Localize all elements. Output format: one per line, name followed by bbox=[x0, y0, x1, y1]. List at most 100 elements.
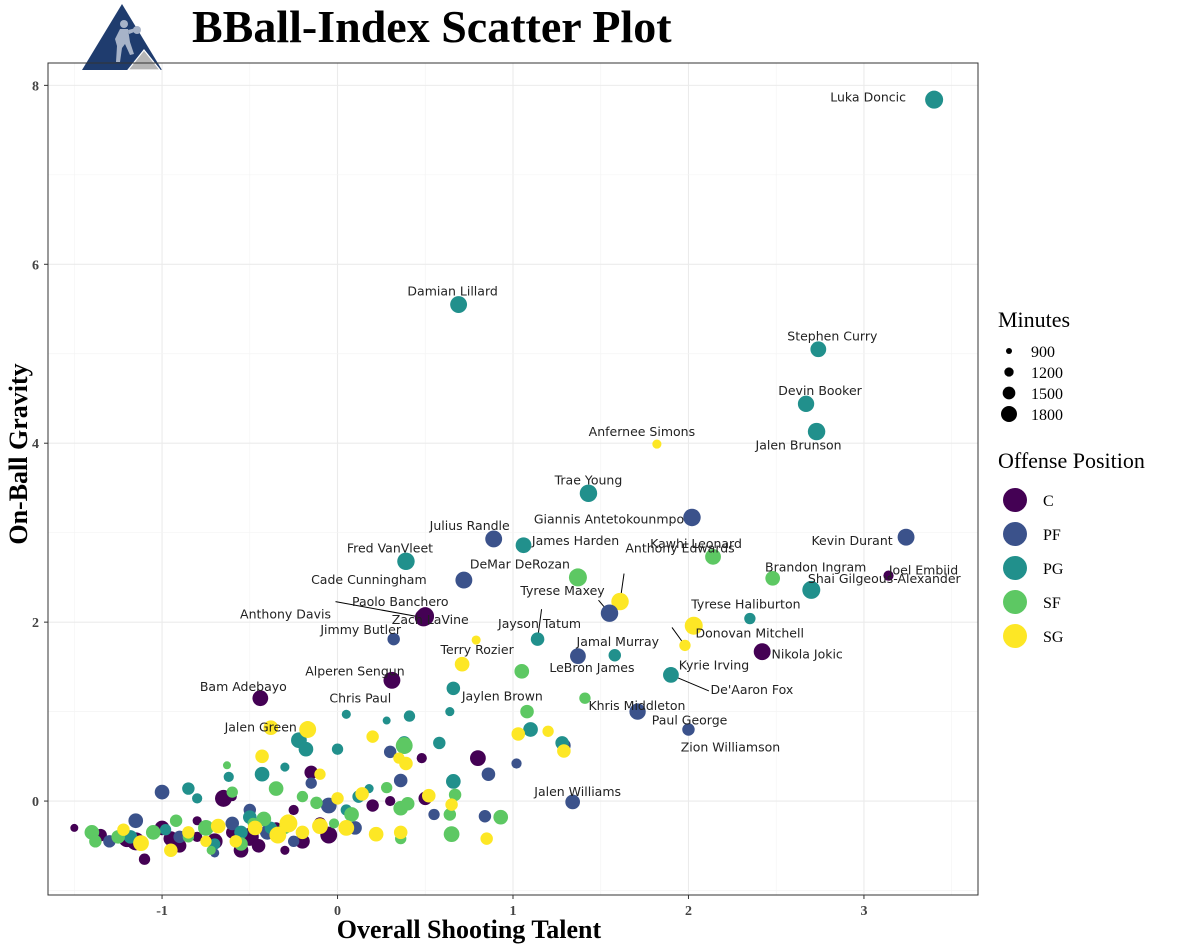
data-point-labeled bbox=[765, 570, 781, 586]
size-legend-label: 1500 bbox=[1031, 386, 1063, 403]
data-point bbox=[182, 826, 195, 839]
data-point-labeled bbox=[883, 570, 894, 581]
data-point bbox=[557, 744, 571, 758]
data-point bbox=[331, 743, 344, 755]
data-point-labeled bbox=[579, 484, 598, 503]
data-point-labeled bbox=[679, 639, 691, 652]
data-point-labeled bbox=[530, 632, 545, 646]
point-label: Paolo Banchero bbox=[352, 594, 449, 609]
data-point bbox=[280, 762, 290, 772]
color-legend-title: Offense Position bbox=[998, 448, 1145, 473]
data-point-labeled bbox=[565, 794, 580, 810]
data-point bbox=[523, 722, 538, 737]
data-point bbox=[128, 813, 144, 829]
data-point-labeled bbox=[629, 703, 646, 720]
point-label: Damian Lillard bbox=[407, 284, 497, 299]
grid bbox=[48, 63, 978, 895]
data-point bbox=[182, 782, 195, 795]
data-point-labeled bbox=[455, 571, 473, 589]
data-point bbox=[338, 820, 355, 836]
point-label: Paul George bbox=[652, 713, 728, 728]
data-point-labeled bbox=[608, 649, 621, 662]
data-point bbox=[138, 853, 151, 865]
data-point bbox=[433, 736, 446, 750]
data-point bbox=[328, 818, 340, 829]
data-point bbox=[229, 835, 242, 848]
data-point-labeled bbox=[397, 552, 415, 571]
data-point-labeled bbox=[753, 643, 771, 661]
point-label: Anfernee Simons bbox=[589, 424, 695, 439]
point-label: Joel Embiid bbox=[888, 563, 958, 578]
data-point-labeled bbox=[683, 508, 701, 527]
data-point bbox=[279, 814, 298, 833]
data-point bbox=[154, 784, 170, 800]
data-point bbox=[380, 781, 393, 794]
point-label: Alperen Sengun bbox=[305, 663, 404, 678]
x-tick-label: 0 bbox=[334, 904, 341, 919]
data-point bbox=[296, 790, 309, 803]
color-legend-label: SG bbox=[1043, 629, 1064, 646]
point-label: Kawhi Leonard bbox=[650, 536, 742, 551]
data-point bbox=[443, 826, 460, 843]
data-point bbox=[399, 756, 413, 771]
data-point bbox=[368, 826, 384, 842]
point-label: Terry Rozier bbox=[439, 642, 514, 657]
data-point bbox=[480, 832, 493, 845]
data-point bbox=[478, 810, 492, 823]
point-label: Anthony Davis bbox=[240, 607, 331, 622]
axes: -1 0 1 2 3 0 2 4 6 8 Overall Shooting Talent On-Bal… bbox=[4, 79, 867, 944]
y-tick-label: 8 bbox=[32, 79, 39, 94]
data-point bbox=[288, 804, 299, 816]
data-point-labeled bbox=[744, 612, 756, 625]
color-legend-swatch bbox=[1003, 590, 1027, 614]
point-label: Cade Cunningham bbox=[311, 572, 427, 587]
data-point-labeled bbox=[454, 656, 470, 672]
size-legend-title: Minutes bbox=[998, 307, 1070, 332]
data-point-labeled bbox=[579, 692, 591, 704]
point-label: Luka Doncic bbox=[830, 90, 906, 105]
point-label: Jalen Brunson bbox=[755, 438, 842, 453]
data-point bbox=[400, 796, 415, 811]
point-label: Zach LaVine bbox=[392, 612, 469, 627]
data-point-labeled bbox=[252, 690, 269, 707]
data-point-labeled bbox=[450, 296, 468, 313]
point-label: Khris Middleton bbox=[588, 698, 685, 713]
point-label: Nikola Jokic bbox=[772, 647, 843, 662]
data-point bbox=[164, 843, 178, 858]
data-point bbox=[263, 720, 279, 736]
data-point-labeled bbox=[802, 580, 821, 599]
data-point bbox=[542, 725, 554, 737]
data-point bbox=[198, 820, 214, 836]
data-point bbox=[254, 766, 270, 782]
data-point bbox=[310, 796, 323, 810]
chart-title: BBall-Index Scatter Plot bbox=[192, 1, 672, 52]
data-point bbox=[493, 809, 509, 825]
data-point bbox=[70, 823, 79, 832]
data-point bbox=[210, 818, 226, 834]
point-label: Bam Adebayo bbox=[200, 679, 287, 694]
data-point-labeled bbox=[600, 604, 619, 622]
data-point-labeled bbox=[684, 616, 703, 635]
data-point bbox=[355, 787, 369, 801]
point-label: Jalen Green bbox=[224, 719, 297, 734]
data-point bbox=[446, 774, 461, 789]
point-label: Jimmy Butler bbox=[319, 622, 401, 637]
data-point bbox=[445, 798, 458, 811]
point-label: Fred VanVleet bbox=[347, 540, 433, 555]
y-tick-label: 6 bbox=[32, 258, 39, 273]
size-legend-label: 900 bbox=[1031, 344, 1055, 361]
x-tick-label: 1 bbox=[510, 904, 517, 919]
size-legend-swatch bbox=[1002, 386, 1016, 400]
data-point bbox=[305, 777, 317, 789]
point-label: Donovan Mitchell bbox=[696, 626, 804, 641]
data-point bbox=[280, 845, 290, 855]
point-label: Julius Randle bbox=[429, 518, 510, 533]
size-legend-label: 1200 bbox=[1031, 365, 1063, 382]
data-point bbox=[428, 808, 440, 821]
y-axis-title: On-Ball Gravity bbox=[4, 363, 33, 544]
data-point-labeled bbox=[797, 395, 815, 413]
data-point bbox=[295, 825, 310, 840]
data-point bbox=[145, 825, 161, 840]
data-point bbox=[133, 835, 149, 852]
